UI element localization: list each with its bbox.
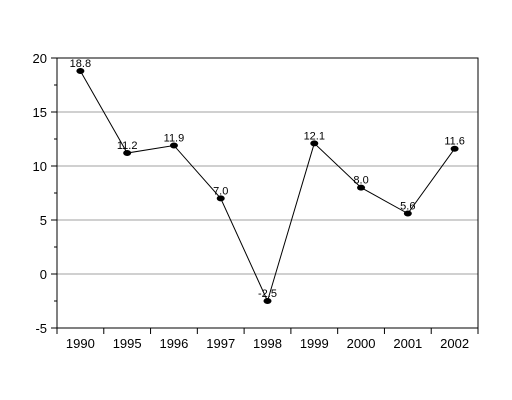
x-tick-label: 2002 [440, 336, 469, 351]
y-tick-label: -5 [35, 321, 47, 336]
data-point [310, 140, 319, 147]
y-tick-label: 0 [40, 267, 47, 282]
y-tick-label: 20 [33, 51, 47, 66]
data-label: 11.9 [164, 132, 185, 144]
data-point [263, 298, 272, 304]
data-label: 11.2 [117, 140, 138, 152]
data-point [169, 142, 178, 149]
x-tick-label: 1998 [253, 336, 282, 351]
x-tick-label: 1997 [206, 336, 235, 351]
x-tick-label: 2000 [347, 336, 376, 351]
data-label: 7.0 [213, 185, 228, 197]
data-label: 18.8 [70, 58, 91, 70]
data-label: 8.0 [353, 175, 368, 187]
x-tick-label: 1999 [300, 336, 329, 351]
data-label: 5.6 [400, 201, 415, 213]
data-point [357, 184, 366, 191]
gridlines [57, 111, 478, 275]
data-point [450, 145, 459, 152]
data-point [123, 150, 132, 157]
series: 18.8 11.2 11.9 7.0 -2.5 12.1 8.0 5.6 11.6 [70, 58, 465, 304]
series-line [79, 70, 456, 303]
x-axis: 1990 1995 1996 1997 1998 1999 2000 2001 2002 [56, 328, 479, 351]
data-point [76, 67, 85, 74]
data-point [403, 210, 412, 217]
y-tick-label: 5 [40, 213, 47, 228]
y-tick-label: 15 [33, 105, 47, 120]
x-tick-label: 1990 [66, 336, 95, 351]
data-point [216, 195, 225, 202]
data-label: -2.5 [258, 288, 277, 300]
y-axis: -5 0 5 10 15 20 [33, 51, 57, 336]
y-tick-label: 10 [33, 159, 47, 174]
data-label: 11.6 [444, 136, 465, 148]
x-tick-label: 1996 [159, 336, 188, 351]
data-label: 12.1 [304, 130, 325, 142]
x-tick-label: 1995 [113, 336, 142, 351]
x-tick-label: 2001 [393, 336, 422, 351]
